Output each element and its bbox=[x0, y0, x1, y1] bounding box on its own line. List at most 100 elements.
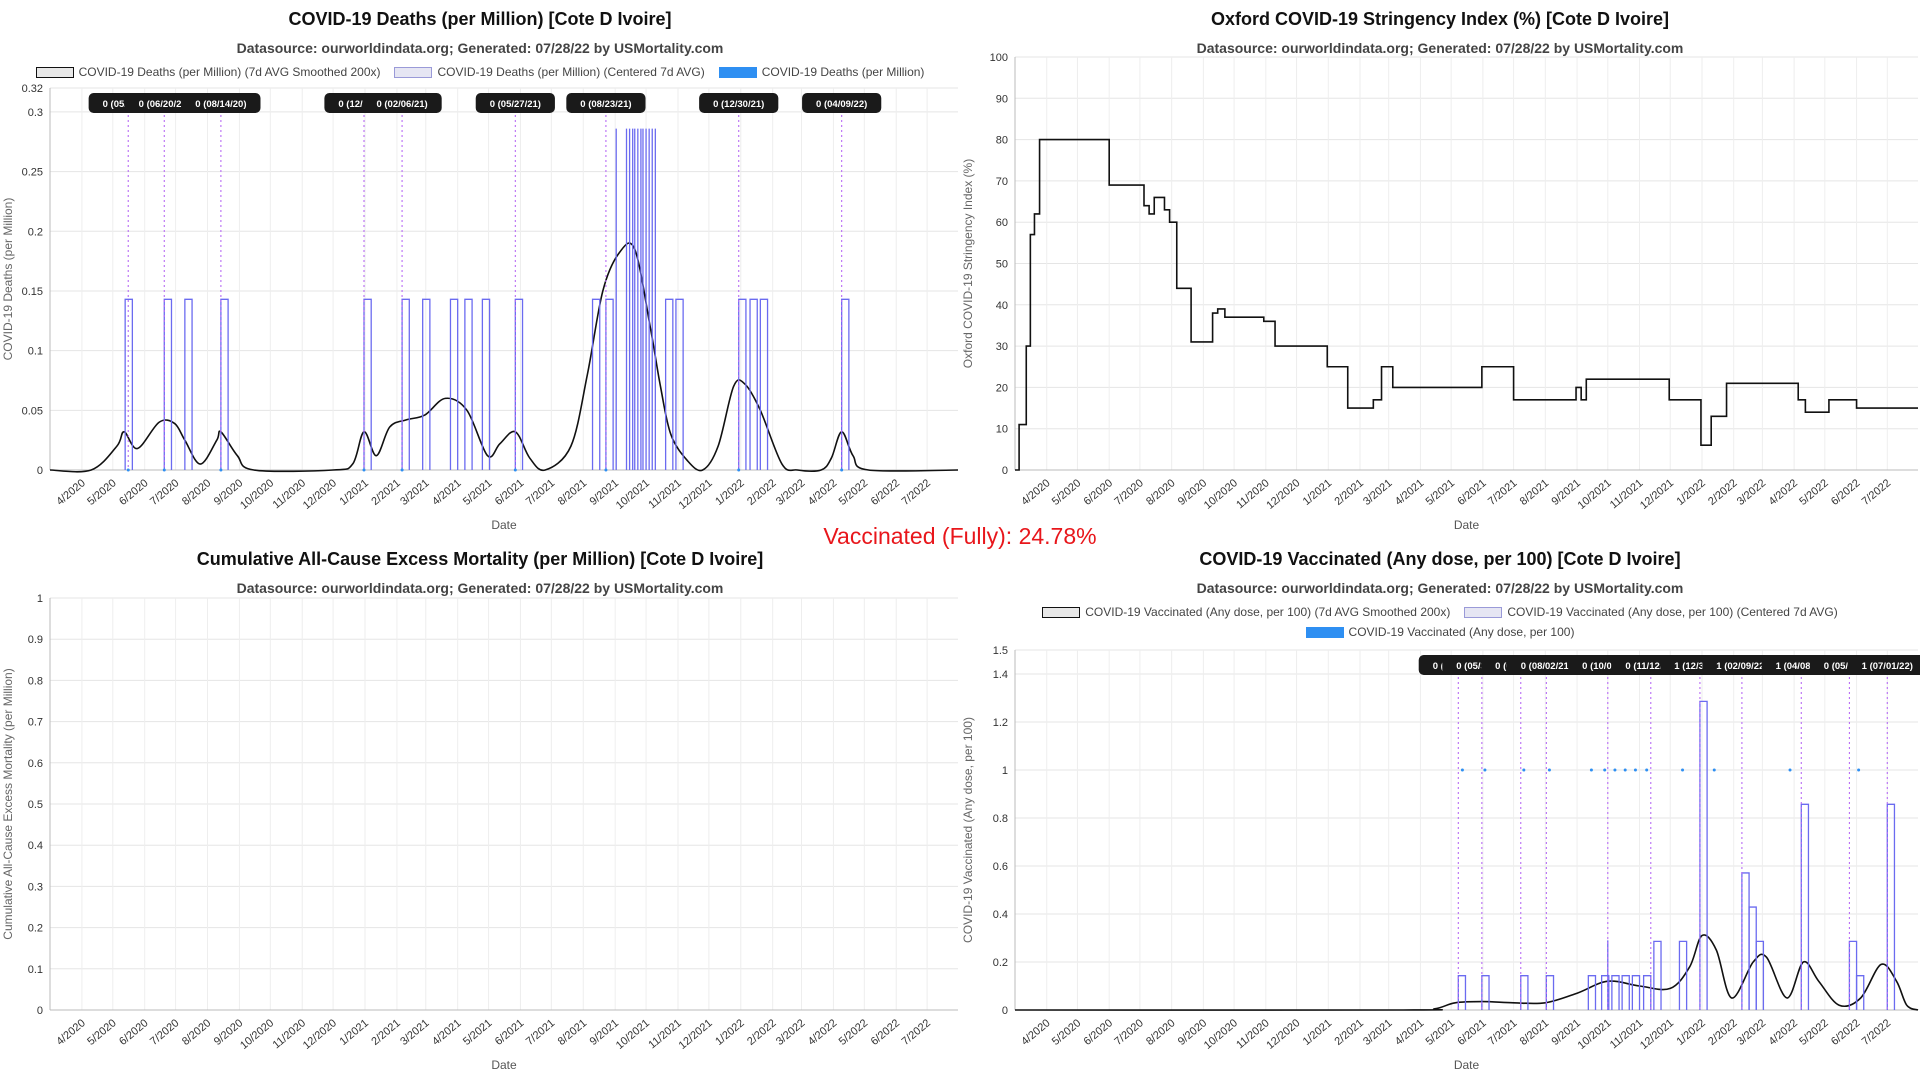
x-tick-label: 3/2022 bbox=[1735, 477, 1768, 508]
legend-item-smoothed[interactable]: COVID-19 Deaths (per Million) (7d AVG Sm… bbox=[35, 65, 381, 79]
y-tick-label: 0.9 bbox=[28, 634, 43, 646]
centered-avg-bar bbox=[449, 298, 459, 470]
x-tick-label: 12/2021 bbox=[677, 477, 715, 512]
y-tick-label: 0.15 bbox=[22, 286, 43, 298]
x-tick-label: 6/2021 bbox=[1455, 1017, 1488, 1048]
y-tick-label: 0.8 bbox=[993, 813, 1008, 825]
centered-avg-bar bbox=[605, 298, 614, 470]
y-tick-label: 20 bbox=[996, 382, 1008, 394]
x-tick-label: 5/2022 bbox=[837, 1017, 870, 1048]
legend-swatch-centered bbox=[394, 66, 433, 78]
vaccinated-chart-plot: 00.20.40.60.811.21.41.54/20205/20206/202… bbox=[961, 645, 1920, 1072]
y-tick-label: 0.1 bbox=[28, 964, 43, 976]
y-tick-label: 1.2 bbox=[993, 717, 1008, 729]
vaccinated-chart-legend: COVID-19 Vaccinated (Any dose, per 100) … bbox=[960, 605, 1920, 639]
y-tick-label: 0 bbox=[37, 465, 43, 477]
raw-data-point bbox=[1788, 768, 1792, 772]
x-tick-label: 3/2022 bbox=[774, 477, 807, 508]
x-tick-label: 3/2021 bbox=[1361, 477, 1394, 508]
annotation-label: 0 (11/12/21) bbox=[1625, 661, 1676, 672]
y-tick-label: 0.6 bbox=[28, 758, 43, 770]
x-tick-label: 7/2022 bbox=[1860, 1017, 1893, 1048]
x-tick-label: 7/2022 bbox=[900, 1017, 933, 1048]
x-tick-label: 6/2022 bbox=[1829, 1017, 1862, 1048]
centered-avg-bar bbox=[1631, 975, 1641, 1010]
x-tick-label: 1/2021 bbox=[337, 1017, 370, 1048]
x-tick-label: 10/2020 bbox=[238, 477, 276, 512]
x-tick-label: 5/2022 bbox=[837, 477, 870, 508]
legend-item-vax-smoothed[interactable]: COVID-19 Vaccinated (Any dose, per 100) … bbox=[1042, 605, 1450, 619]
excess-chart-plot: 00.10.20.30.40.50.60.70.80.914/20205/202… bbox=[1, 593, 958, 1072]
x-tick-label: 7/2020 bbox=[1112, 477, 1145, 508]
x-tick-label: 10/2021 bbox=[1576, 1017, 1614, 1052]
x-tick-label: 2/2022 bbox=[745, 1017, 778, 1048]
x-tick-label: 7/2021 bbox=[524, 477, 557, 508]
legend-item-vax-centered[interactable]: COVID-19 Vaccinated (Any dose, per 100) … bbox=[1464, 605, 1838, 619]
legend-label-vax-raw: COVID-19 Vaccinated (Any dose, per 100) bbox=[1348, 625, 1575, 639]
annotation-label-box bbox=[362, 93, 442, 113]
deaths-chart-legend: COVID-19 Deaths (per Million) (7d AVG Sm… bbox=[0, 65, 960, 79]
raw-data-point bbox=[400, 468, 404, 472]
annotation-label-box bbox=[475, 93, 555, 113]
y-tick-label: 0.32 bbox=[22, 83, 43, 95]
y-tick-label: 0.2 bbox=[28, 923, 43, 935]
y-tick-label: 0.1 bbox=[28, 346, 43, 358]
x-tick-label: 3/2021 bbox=[398, 1017, 431, 1048]
y-axis-title: COVID-19 Deaths (per Million) bbox=[1, 198, 15, 361]
x-tick-label: 12/2021 bbox=[677, 1017, 715, 1052]
x-tick-label: 6/2022 bbox=[869, 477, 902, 508]
centered-avg-bar bbox=[124, 298, 134, 470]
legend-swatch-smoothed bbox=[35, 66, 74, 78]
x-tick-label: 7/2020 bbox=[148, 477, 181, 508]
deaths-chart-plot: 00.050.10.150.20.250.30.324/20205/20206/… bbox=[1, 83, 959, 532]
legend-item-centered[interactable]: COVID-19 Deaths (per Million) (Centered … bbox=[394, 65, 705, 79]
x-tick-label: 11/2020 bbox=[271, 1017, 309, 1051]
x-tick-label: 2/2022 bbox=[745, 477, 778, 508]
y-tick-label: 100 bbox=[990, 52, 1008, 64]
y-tick-label: 0.8 bbox=[28, 675, 43, 687]
y-tick-label: 0.3 bbox=[28, 107, 43, 119]
x-tick-label: 5/2022 bbox=[1797, 1017, 1830, 1048]
x-tick-label: 5/2021 bbox=[1424, 477, 1457, 508]
raw-data-point bbox=[1589, 768, 1593, 772]
x-tick-label: 8/2021 bbox=[556, 477, 589, 508]
x-tick-label: 10/2021 bbox=[614, 1017, 652, 1052]
centered-avg-bar bbox=[514, 298, 524, 470]
annotation-label: 0 (12/30/21) bbox=[713, 99, 764, 110]
x-tick-label: 6/2021 bbox=[493, 477, 526, 508]
legend-label-raw: COVID-19 Deaths (per Million) bbox=[761, 65, 925, 79]
legend-label-vax-smoothed: COVID-19 Vaccinated (Any dose, per 100) … bbox=[1085, 605, 1451, 619]
x-tick-label: 12/2020 bbox=[1264, 1017, 1302, 1052]
y-tick-label: 0.7 bbox=[28, 717, 43, 729]
x-tick-label: 2/2022 bbox=[1706, 1017, 1739, 1048]
legend-swatch-vax-centered bbox=[1464, 606, 1503, 618]
y-tick-label: 0.2 bbox=[28, 226, 43, 238]
legend-item-vax-raw[interactable]: COVID-19 Vaccinated (Any dose, per 100) bbox=[1305, 625, 1575, 639]
y-tick-label: 0 bbox=[1002, 1005, 1008, 1017]
annotation-label-box bbox=[566, 93, 646, 113]
x-tick-label: 4/2022 bbox=[806, 477, 839, 508]
x-tick-label: 8/2021 bbox=[1518, 477, 1551, 508]
y-tick-label: 70 bbox=[996, 176, 1008, 188]
legend-item-raw[interactable]: COVID-19 Deaths (per Million) bbox=[718, 65, 925, 79]
centered-avg-bar bbox=[1545, 975, 1555, 1010]
y-tick-label: 90 bbox=[996, 93, 1008, 105]
x-tick-label: 6/2020 bbox=[1082, 477, 1115, 508]
raw-data-point bbox=[1483, 768, 1487, 772]
legend-swatch-vax-raw bbox=[1305, 626, 1344, 638]
y-tick-label: 1.5 bbox=[993, 645, 1008, 657]
legend-label-smoothed: COVID-19 Deaths (per Million) (7d AVG Sm… bbox=[78, 65, 381, 79]
centered-avg-bar bbox=[1621, 975, 1630, 1010]
x-tick-label: 7/2021 bbox=[1486, 1017, 1519, 1048]
x-tick-label: 10/2020 bbox=[1202, 1017, 1240, 1052]
x-tick-label: 3/2021 bbox=[1361, 1017, 1394, 1048]
x-tick-label: 12/2020 bbox=[1264, 477, 1302, 512]
x-tick-label: 6/2021 bbox=[493, 1017, 526, 1048]
centered-avg-bar bbox=[759, 298, 769, 470]
raw-data-point bbox=[126, 468, 130, 472]
x-tick-label: 4/2022 bbox=[1767, 1017, 1800, 1048]
stringency-chart-panel: Oxford COVID-19 Stringency Index (%) [Co… bbox=[960, 0, 1920, 540]
x-tick-label: 12/2021 bbox=[1638, 1017, 1676, 1052]
x-tick-label: 12/2020 bbox=[301, 477, 339, 512]
centered-avg-bar bbox=[841, 298, 850, 470]
